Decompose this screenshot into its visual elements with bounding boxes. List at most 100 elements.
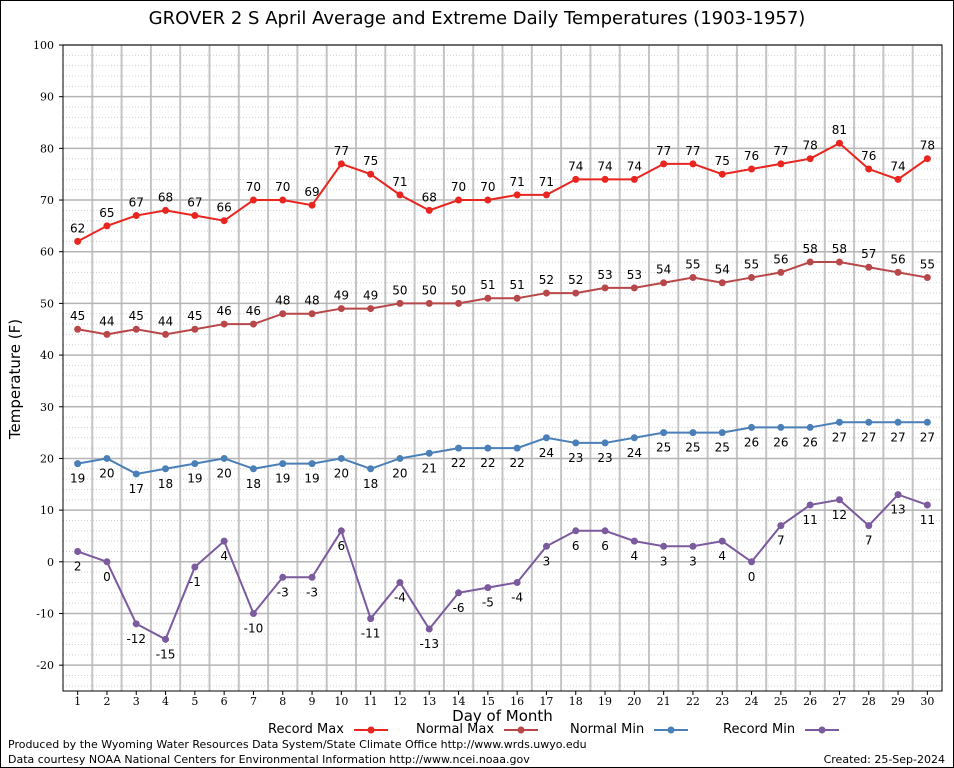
record-min-data-label: -3 xyxy=(306,585,318,599)
y-tick-label: 50 xyxy=(40,297,54,310)
chart-title: GROVER 2 S April Average and Extreme Dai… xyxy=(148,8,806,29)
record-max-data-label: 70 xyxy=(275,180,290,194)
normal-min-data-label: 23 xyxy=(597,451,612,465)
normal-min-data-label: 25 xyxy=(715,441,730,455)
normal-min-data-label: 26 xyxy=(803,435,818,449)
record-min-data-label: -4 xyxy=(511,590,523,604)
record-max-data-label: 77 xyxy=(773,144,788,158)
x-tick-label: 14 xyxy=(452,695,466,708)
y-tick-label: 20 xyxy=(40,452,54,465)
normal-min-point xyxy=(748,423,756,431)
record-min-point xyxy=(572,527,580,535)
normal-min-data-label: 18 xyxy=(246,477,261,491)
x-tick-label: 30 xyxy=(920,695,934,708)
normal-min-data-label: 18 xyxy=(158,477,173,491)
x-tick-label: 16 xyxy=(510,695,524,708)
x-tick-label: 19 xyxy=(598,695,612,708)
record-min-data-label: 3 xyxy=(543,554,551,568)
record-max-point xyxy=(396,191,404,199)
record-max-data-label: 69 xyxy=(304,185,319,199)
normal-min-data-label: 23 xyxy=(568,451,583,465)
normal-max-point xyxy=(748,274,756,282)
record-max-point xyxy=(601,175,609,183)
record-max-point xyxy=(367,170,375,178)
normal-min-point xyxy=(396,454,404,462)
record-min-point xyxy=(220,537,228,545)
record-max-data-label: 76 xyxy=(861,149,876,163)
record-min-data-label: -15 xyxy=(156,647,176,661)
record-min-point xyxy=(806,501,814,509)
legend-label: Record Max xyxy=(268,722,344,737)
normal-max-point xyxy=(484,294,492,302)
record-min-data-label: 4 xyxy=(631,549,639,563)
record-max-data-label: 74 xyxy=(627,159,642,173)
record-min-data-label: 7 xyxy=(865,534,873,548)
y-tick-label: 60 xyxy=(40,246,54,259)
normal-min-data-label: 24 xyxy=(627,446,642,460)
record-max-point xyxy=(455,196,463,204)
normal-max-point xyxy=(308,310,316,318)
record-max-data-label: 81 xyxy=(832,123,847,137)
normal-max-data-label: 45 xyxy=(187,309,202,323)
record-max-point xyxy=(923,155,931,163)
x-tick-label: 24 xyxy=(745,695,759,708)
record-min-data-label: 12 xyxy=(832,508,847,522)
record-min-point xyxy=(777,522,785,530)
normal-max-data-label: 52 xyxy=(568,273,583,287)
record-max-point xyxy=(894,175,902,183)
record-min-data-label: 7 xyxy=(777,534,785,548)
record-min-data-label: 2 xyxy=(74,559,82,573)
record-max-data-label: 78 xyxy=(920,139,935,153)
x-tick-label: 10 xyxy=(334,695,348,708)
record-min-data-label: 11 xyxy=(920,513,935,527)
record-max-data-label: 76 xyxy=(744,149,759,163)
normal-min-point xyxy=(191,460,199,468)
normal-max-point xyxy=(718,279,726,287)
record-max-point xyxy=(279,196,287,204)
normal-min-point xyxy=(513,444,521,452)
normal-max-point xyxy=(425,299,433,307)
x-tick-label: 6 xyxy=(221,695,228,708)
normal-min-data-label: 27 xyxy=(920,430,935,444)
record-max-point xyxy=(718,170,726,178)
x-tick-label: 15 xyxy=(481,695,495,708)
record-max-data-label: 71 xyxy=(392,175,407,189)
y-tick-label: 70 xyxy=(40,194,54,207)
normal-max-data-label: 50 xyxy=(422,283,437,297)
x-tick-label: 17 xyxy=(539,695,553,708)
y-tick-label: 0 xyxy=(47,556,54,569)
record-max-data-label: 74 xyxy=(568,159,583,173)
x-tick-label: 23 xyxy=(715,695,729,708)
record-min-data-label: -5 xyxy=(482,596,494,610)
footer-created-date: Created: 25-Sep-2024 xyxy=(823,753,945,766)
normal-min-data-label: 20 xyxy=(217,466,232,480)
normal-min-data-label: 19 xyxy=(187,472,202,486)
normal-min-data-label: 20 xyxy=(99,466,114,480)
normal-min-point xyxy=(220,454,228,462)
normal-min-point xyxy=(249,465,257,473)
plot-border xyxy=(62,44,943,692)
record-min-data-label: -1 xyxy=(189,575,201,589)
record-max-data-label: 78 xyxy=(803,139,818,153)
record-max-data-label: 68 xyxy=(158,190,173,204)
y-tick-label: 90 xyxy=(40,91,54,104)
record-min-data-label: 6 xyxy=(338,539,346,553)
x-tick-label: 28 xyxy=(862,695,876,708)
legend-item-normal-max: Normal Max xyxy=(416,722,540,737)
legend-swatch xyxy=(654,726,689,733)
normal-max-data-label: 56 xyxy=(890,252,905,266)
legend-label: Normal Min xyxy=(570,722,645,737)
record-max-point xyxy=(542,191,550,199)
record-min-point xyxy=(279,573,287,581)
x-tick-label: 25 xyxy=(774,695,788,708)
record-max-point xyxy=(337,160,345,168)
normal-min-data-label: 26 xyxy=(744,435,759,449)
normal-min-data-label: 19 xyxy=(70,472,85,486)
normal-min-data-label: 19 xyxy=(304,472,319,486)
normal-max-data-label: 50 xyxy=(451,283,466,297)
record-min-point xyxy=(513,578,521,586)
footer-credit-wrds: Produced by the Wyoming Water Resources … xyxy=(8,738,587,751)
record-max-point xyxy=(748,165,756,173)
normal-max-point xyxy=(132,325,140,333)
record-max-point xyxy=(777,160,785,168)
